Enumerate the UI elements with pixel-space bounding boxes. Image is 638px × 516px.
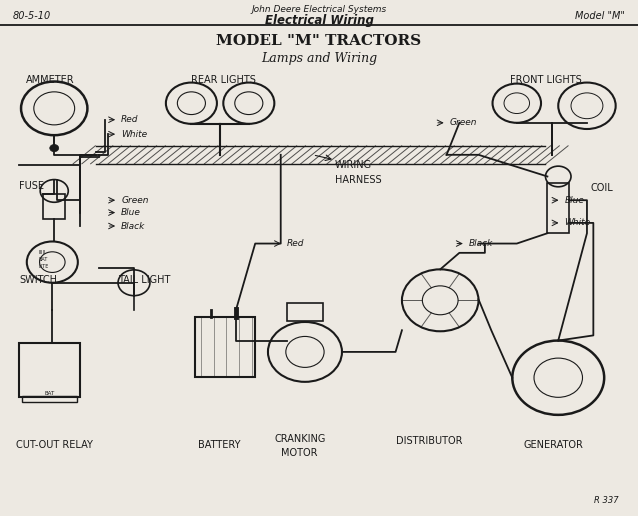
Text: Red: Red: [121, 115, 138, 124]
Text: Red: Red: [287, 239, 304, 248]
Text: White: White: [121, 130, 147, 139]
Text: Lamps and Wiring: Lamps and Wiring: [261, 52, 377, 64]
Text: 80-5-10: 80-5-10: [13, 11, 51, 21]
Text: TAIL LIGHT: TAIL LIGHT: [118, 275, 170, 284]
Text: SWITCH: SWITCH: [19, 275, 57, 284]
Text: FUSE: FUSE: [19, 181, 44, 190]
Text: John Deere Electrical Systems: John Deere Electrical Systems: [251, 5, 387, 14]
Text: Green: Green: [121, 196, 149, 205]
Text: CUT-OUT RELAY: CUT-OUT RELAY: [16, 440, 93, 449]
Text: Green: Green: [450, 118, 477, 127]
Text: CRANKING: CRANKING: [274, 434, 326, 444]
Text: MOTOR: MOTOR: [281, 448, 317, 458]
Text: COIL: COIL: [590, 183, 613, 193]
Text: Blue: Blue: [565, 196, 584, 205]
Text: Electrical Wiring: Electrical Wiring: [265, 14, 373, 27]
Text: HARNESS: HARNESS: [335, 175, 382, 185]
Bar: [43, 194, 65, 219]
Text: REAR LIGHTS: REAR LIGHTS: [191, 75, 256, 85]
Text: Black: Black: [469, 239, 493, 248]
Text: IIIII: IIIII: [38, 250, 46, 255]
Circle shape: [50, 144, 59, 152]
Text: R 337: R 337: [594, 496, 619, 505]
Text: Black: Black: [121, 221, 145, 231]
Text: BAT: BAT: [44, 391, 54, 396]
Text: White: White: [565, 218, 591, 228]
Bar: [19, 343, 80, 397]
Text: Model "M": Model "M": [575, 11, 625, 21]
Text: BATTERY: BATTERY: [198, 440, 241, 449]
Text: Blue: Blue: [121, 208, 141, 217]
Text: DISTRIBUTOR: DISTRIBUTOR: [396, 436, 462, 446]
Text: WIRING: WIRING: [335, 160, 372, 170]
Text: GENERATOR: GENERATOR: [523, 440, 583, 449]
Text: BAT: BAT: [38, 257, 48, 262]
Bar: [195, 317, 255, 377]
Text: LITE: LITE: [38, 264, 48, 269]
Text: MODEL "M" TRACTORS: MODEL "M" TRACTORS: [216, 34, 422, 47]
Bar: [287, 303, 323, 321]
Bar: [22, 396, 77, 402]
Text: FRONT LIGHTS: FRONT LIGHTS: [510, 75, 582, 85]
Bar: [547, 183, 569, 233]
Text: AMMETER: AMMETER: [26, 75, 74, 85]
